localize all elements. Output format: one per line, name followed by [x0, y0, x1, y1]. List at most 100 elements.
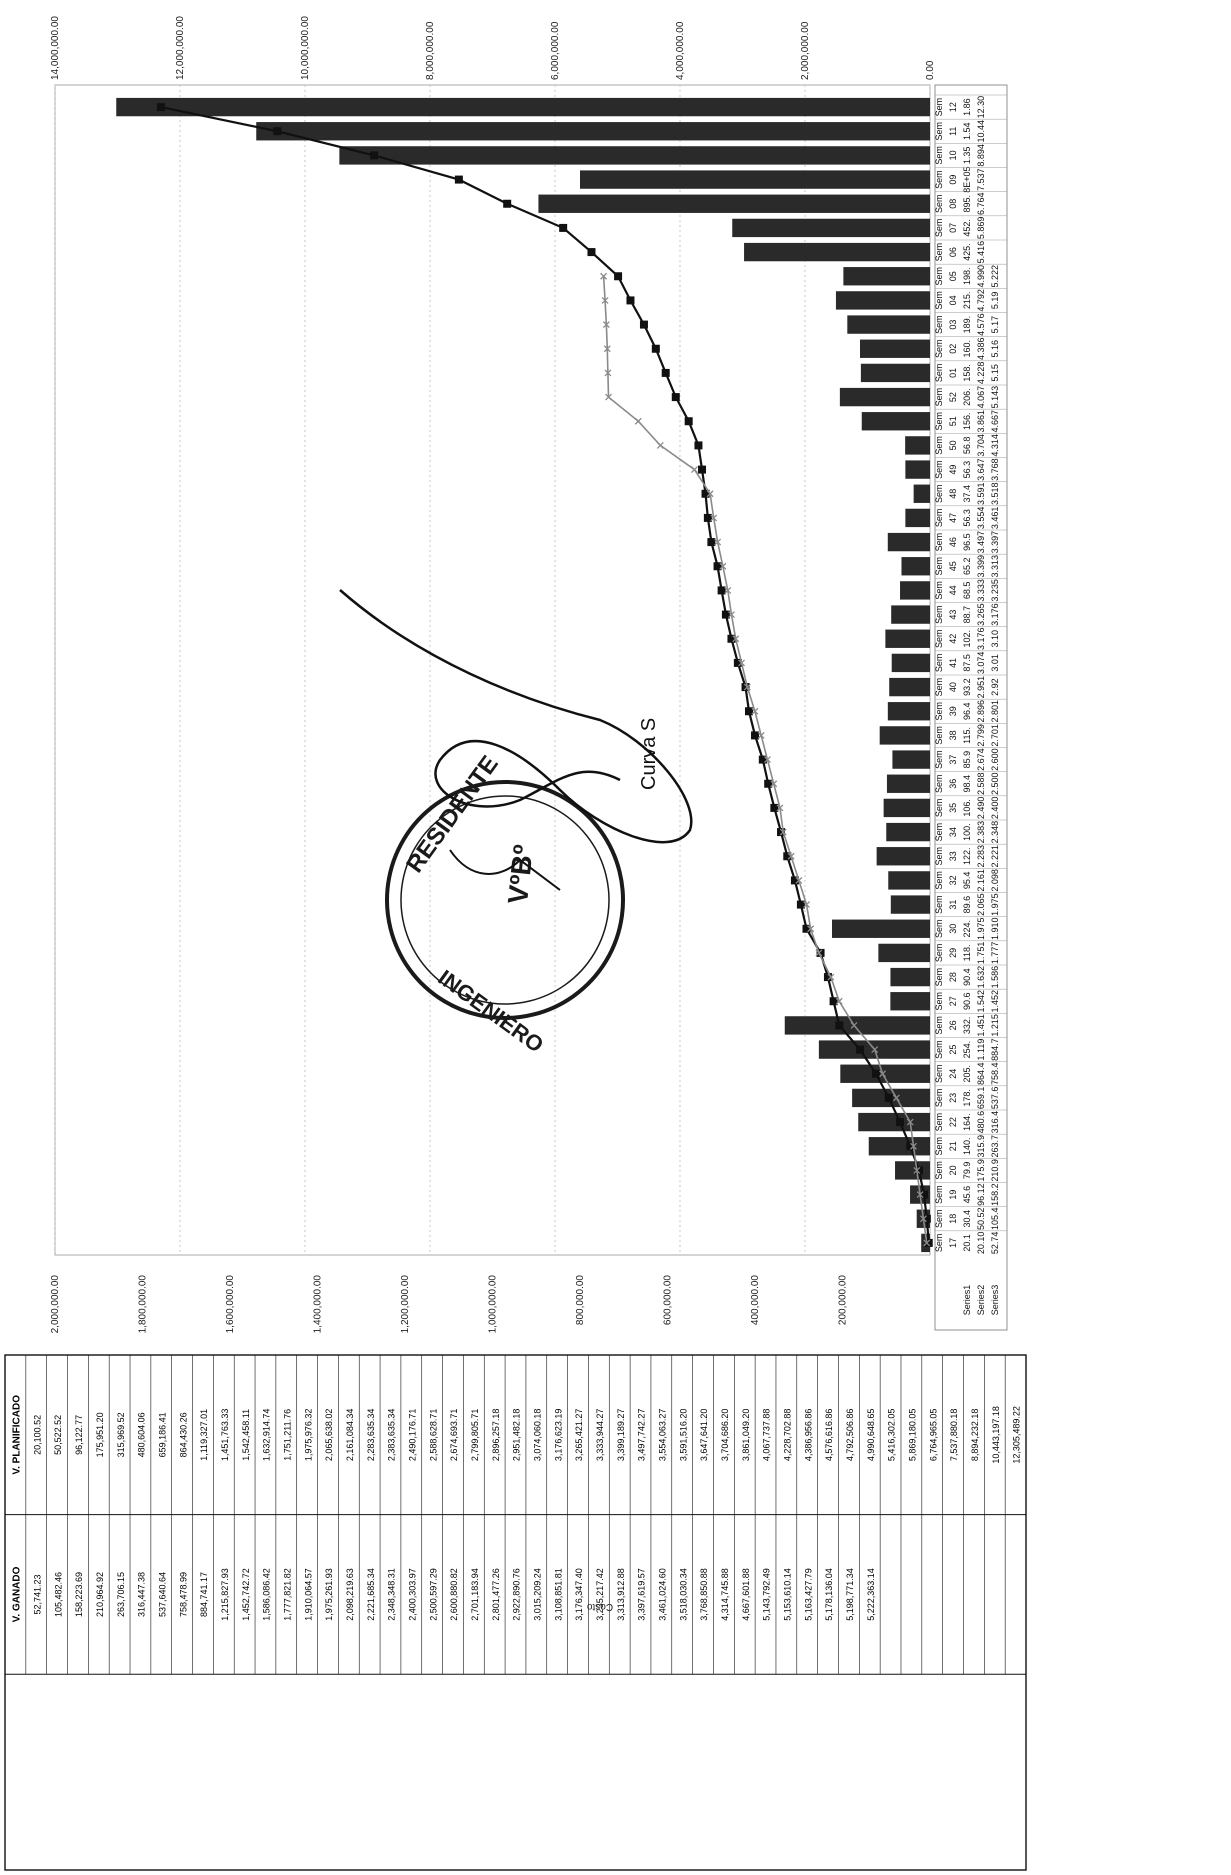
bar-series1 [890, 967, 930, 987]
series-table-cell: Sem [934, 992, 944, 1011]
bar-series1 [840, 1064, 930, 1083]
side-table-cell: 3,015,209.24 [533, 1568, 543, 1621]
bar-series1 [901, 557, 930, 576]
side-table-cell: 2,701,183.94 [470, 1568, 480, 1621]
primary-tick-label: 1,800,000.00 [138, 1275, 149, 1334]
side-table-cell: 4,990,648.65 [866, 1409, 876, 1462]
series-table-cell: Sem [934, 1089, 944, 1108]
series-table-cell: 156. [962, 412, 972, 430]
side-table-cell: 3,704,686.20 [720, 1409, 730, 1462]
side-table-cell: 4,067,737.88 [762, 1409, 772, 1462]
point-series3 [803, 901, 811, 909]
side-table-cell: 5,222,363.14 [866, 1568, 876, 1621]
side-table-cell: 3,518,030.34 [678, 1568, 688, 1621]
series-table-cell: 3.399 [976, 555, 986, 578]
series-table-cell: 2.098 [990, 869, 1000, 892]
side-table-cell: 316,447.38 [137, 1572, 147, 1617]
series-table-cell: 90.6 [962, 992, 972, 1010]
side-table-cell: 158,223.69 [74, 1572, 84, 1617]
side-table-cell: 7,537,880.18 [949, 1409, 959, 1462]
primary-tick-label: 1,600,000.00 [225, 1275, 236, 1334]
side-table-cell: 2,348,348.31 [387, 1568, 397, 1621]
series-table-cell: 4.386 [976, 337, 986, 360]
series-table-cell: 24 [948, 1069, 958, 1079]
line-series2 [160, 106, 930, 1244]
series-table-cell: 3.704 [976, 434, 986, 457]
series-table-cell: Sem [934, 1161, 944, 1180]
series-table-cell: 332. [962, 1017, 972, 1035]
bar-series1 [784, 1016, 930, 1035]
series-table-cell: Sem [934, 533, 944, 552]
series-table-cell: 7.537 [976, 168, 986, 191]
series-table-cell: 1.975 [990, 893, 1000, 916]
series-table-cell: 09 [948, 175, 958, 185]
series-table-cell: 115. [962, 727, 972, 744]
series-table-cell: 5.17 [990, 316, 1000, 334]
point-series2 [156, 103, 165, 112]
side-table-cell: 2,383,635.34 [387, 1409, 397, 1462]
side-table-cell: 3,333,944.27 [595, 1409, 605, 1462]
side-table-cell: 3,554,063.27 [658, 1409, 668, 1462]
series-table-cell: 33 [948, 851, 958, 861]
series-table-cell: 37.4 [962, 485, 972, 503]
series-table-cell: Sem [934, 919, 944, 938]
series-table-cell: Sem [934, 1064, 944, 1083]
series-table-cell: 3.10 [990, 630, 1000, 648]
series-table-cell: Sem [934, 557, 944, 576]
side-table-cell: 1,632,914.74 [262, 1409, 272, 1462]
stamp-center: VºBº [502, 843, 539, 905]
point-series3 [690, 466, 698, 474]
point-series3 [710, 514, 718, 522]
series-table-cell: 98.4 [962, 775, 972, 793]
side-table-cell: 3,397,619.57 [637, 1568, 647, 1621]
series-table-cell: Sem [934, 944, 944, 963]
bar-series1 [858, 1112, 930, 1132]
series-table-cell: Sem [934, 1113, 944, 1132]
series-table-cell: 2.490 [976, 797, 986, 820]
point-series3 [757, 731, 765, 739]
series-table-cell: 1.35 [962, 147, 972, 165]
series-table-cell: 2.801 [990, 700, 1000, 723]
point-series2 [751, 731, 760, 740]
point-series2 [770, 803, 779, 812]
side-table-cell: 52,741.23 [32, 1574, 42, 1614]
series-table-cell: Sem [934, 750, 944, 769]
series-table-cell: Sem [934, 170, 944, 189]
series-table-cell: 88.7 [962, 606, 972, 624]
side-table-cell: 5,869,180.05 [908, 1409, 918, 1462]
primary-tick-label: 600,000.00 [663, 1275, 674, 1325]
series-table-cell: 11 [948, 127, 958, 136]
series-table-cell: 36 [948, 779, 958, 789]
series-table-cell: 50.52 [976, 1207, 986, 1230]
side-table-cell: 2,588,628.71 [428, 1409, 438, 1462]
series-table-cell: 48 [948, 489, 958, 499]
side-table-cell: 1,751,211.76 [282, 1409, 292, 1461]
side-table-cell: 5,163,427.79 [803, 1568, 813, 1621]
series-table-cell: Sem [934, 581, 944, 600]
series-table-cell: Sem [934, 460, 944, 479]
series-table-cell: Sem [934, 774, 944, 793]
side-table-cell: 2,221,685.34 [366, 1568, 376, 1621]
side-table-cell: 3,176,347.40 [574, 1568, 584, 1621]
point-series2 [587, 248, 596, 257]
series-table-cell: 205. [962, 1065, 972, 1083]
series-table-cell: 38 [948, 730, 958, 740]
series-table-cell: Sem [934, 1234, 944, 1253]
series-table-cell: 20.1 [962, 1234, 972, 1252]
bar-series1 [878, 943, 930, 963]
side-table-cell: 5,143,792.49 [762, 1568, 772, 1621]
side-table-cell: 3,074,060.18 [533, 1409, 543, 1462]
series-table-cell: 3.461 [990, 507, 1000, 530]
series-table-cell: 425. [962, 243, 972, 261]
side-table-cell: 315,969.52 [116, 1412, 126, 1457]
primary-tick-label: 800,000.00 [575, 1275, 586, 1325]
series-table-cell: 1.777 [990, 942, 1000, 965]
stamp-text-top: RESIDENTE [401, 751, 504, 878]
point-series3 [910, 1142, 917, 1150]
bar-series1 [860, 363, 930, 383]
side-table-cell: 3,108,851.81 [553, 1568, 563, 1621]
point-series2 [651, 344, 660, 353]
point-series2 [703, 513, 712, 522]
side-table-cell: 1,451,763.33 [220, 1409, 230, 1462]
series-table-cell: 28 [948, 972, 958, 982]
